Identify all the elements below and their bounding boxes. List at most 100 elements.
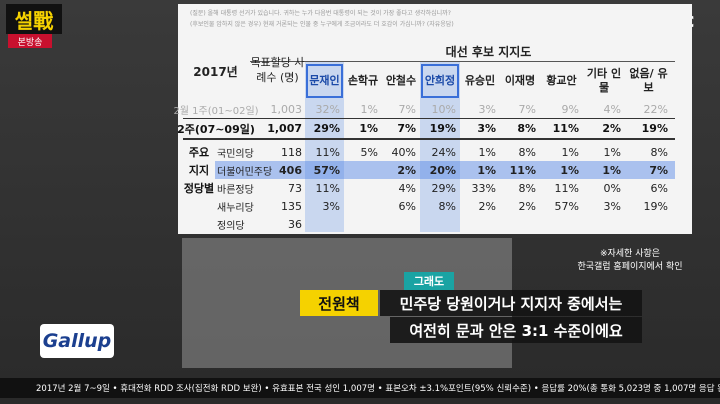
cell: 2%: [518, 199, 536, 213]
note: ※자세한 사항은 한국갤럽 홈페이지에서 확인: [570, 246, 690, 272]
cell: 7%: [649, 163, 668, 177]
cell: 32%: [315, 102, 340, 116]
cell: 11%: [509, 163, 536, 177]
footer-bar: [0, 378, 720, 398]
cell: 19%: [643, 199, 668, 213]
cell: 1%: [602, 163, 621, 177]
cell: 5%: [360, 145, 378, 159]
row-label: 2주(07~09일): [177, 122, 255, 136]
candidate-header: 손학규: [347, 74, 379, 87]
cell: 29%: [313, 122, 340, 135]
cell: 40%: [391, 145, 416, 159]
cell: 1%: [561, 145, 579, 159]
cell: 1%: [603, 145, 621, 159]
row-label: 2월 1주(01~02일): [173, 105, 259, 117]
cell: 2%: [602, 122, 621, 135]
group-header: 대선 후보 지지도: [445, 44, 532, 59]
cell: 11%: [315, 181, 340, 195]
cell: 57%: [554, 199, 579, 213]
cell: 19%: [429, 122, 456, 135]
count-header: 목표할당 사례수 (명): [250, 56, 305, 84]
footer-text: 2017년 2월 7~9일 • 휴대전화 RDD 조사(집전화 RDD 보완) …: [36, 384, 720, 394]
source-logo: Gallup: [40, 324, 114, 358]
subtitle-line: 민주당 당원이거나 지지자 중에서는: [380, 290, 642, 316]
cell: 11%: [554, 181, 579, 195]
row-label: 더불어민주당: [217, 166, 273, 178]
candidate-header: 황교안: [546, 74, 577, 87]
candidate-header: 유승민: [464, 74, 496, 87]
cell: 1%: [359, 122, 378, 135]
cell: 3%: [322, 199, 340, 213]
cell: 8%: [517, 122, 536, 135]
row-count: 73: [288, 181, 302, 195]
candidate-header: 안철수: [385, 74, 417, 87]
cell: 3%: [478, 102, 496, 116]
candidate-header: 이재명: [504, 74, 536, 87]
cell: 11%: [315, 145, 340, 159]
cell: 3%: [477, 122, 496, 135]
row-label: 정의당: [217, 220, 245, 232]
cell: 7%: [398, 102, 416, 116]
candidate-header: 기타 인물: [586, 67, 622, 94]
cell: 22%: [643, 102, 668, 116]
cell: 8%: [518, 145, 536, 159]
section-label: 정당별: [183, 182, 215, 195]
cell: 11%: [552, 122, 579, 135]
candidate-header: 없음/ 유보: [629, 67, 668, 94]
row-label: 국민의당: [217, 148, 254, 160]
cell: 1%: [477, 163, 496, 177]
corner: 2017년: [193, 64, 238, 79]
candidate-header: 안희정: [421, 64, 459, 98]
row-count: 406: [279, 163, 302, 177]
cell: 24%: [431, 145, 456, 159]
cell: 1%: [478, 145, 496, 159]
question: (질문) 올해 대통령 선거가 있습니다. 귀하는 누가 다음번 대통령이 되는…: [190, 9, 451, 17]
question: (후보인물 암하지 않은 경우) 현재 거론되는 인물 중 누구에게 조금이라도…: [190, 20, 454, 28]
candidate-header: 문재인: [306, 64, 343, 98]
cell: 29%: [431, 181, 456, 195]
row-count: 1,003: [270, 102, 303, 116]
header-line: [250, 61, 675, 62]
cell: 20%: [429, 163, 456, 177]
cell: 2%: [397, 163, 416, 177]
cell: 4%: [398, 181, 416, 195]
row-label: 새누리당: [217, 202, 254, 214]
row-count: 118: [281, 145, 302, 159]
row-count: 36: [288, 217, 302, 231]
cell: 8%: [438, 199, 456, 213]
cell: 1%: [360, 102, 378, 116]
cell: 57%: [313, 163, 340, 177]
note-line: ※자세한 사항은: [599, 249, 661, 259]
cell: 19%: [641, 122, 668, 135]
row-count: 1,007: [267, 122, 302, 135]
column-highlight: [420, 62, 460, 232]
row-rule: [183, 118, 675, 119]
cell: 0%: [603, 181, 621, 195]
cell: 7%: [518, 102, 536, 116]
cell: 33%: [471, 181, 496, 195]
subtitle-line: 여전히 문과 안은 3:1 수준이에요: [390, 317, 642, 343]
column-highlight: [305, 62, 344, 232]
row-count: 135: [281, 199, 302, 213]
cell: 6%: [398, 199, 416, 213]
table-panel: [178, 4, 692, 234]
cell: 1%: [560, 163, 579, 177]
cell: 2%: [478, 199, 496, 213]
row-rule: [183, 138, 675, 140]
cell: 3%: [603, 199, 621, 213]
row-highlight: [215, 161, 675, 179]
show-logo: 썰戰: [6, 4, 62, 34]
cell: 6%: [650, 181, 668, 195]
subtitle-tag: 그래도: [404, 272, 454, 290]
cell: 10%: [431, 102, 456, 116]
cell: 7%: [397, 122, 416, 135]
note-line: 한국갤럽 홈페이지에서 확인: [577, 262, 683, 272]
cell: 9%: [561, 102, 579, 116]
row-label: 바른정당: [217, 184, 254, 196]
cell: 8%: [650, 145, 668, 159]
speaker: 전원책: [300, 290, 378, 316]
section-label: 주요: [188, 146, 210, 159]
cell: 8%: [518, 181, 536, 195]
